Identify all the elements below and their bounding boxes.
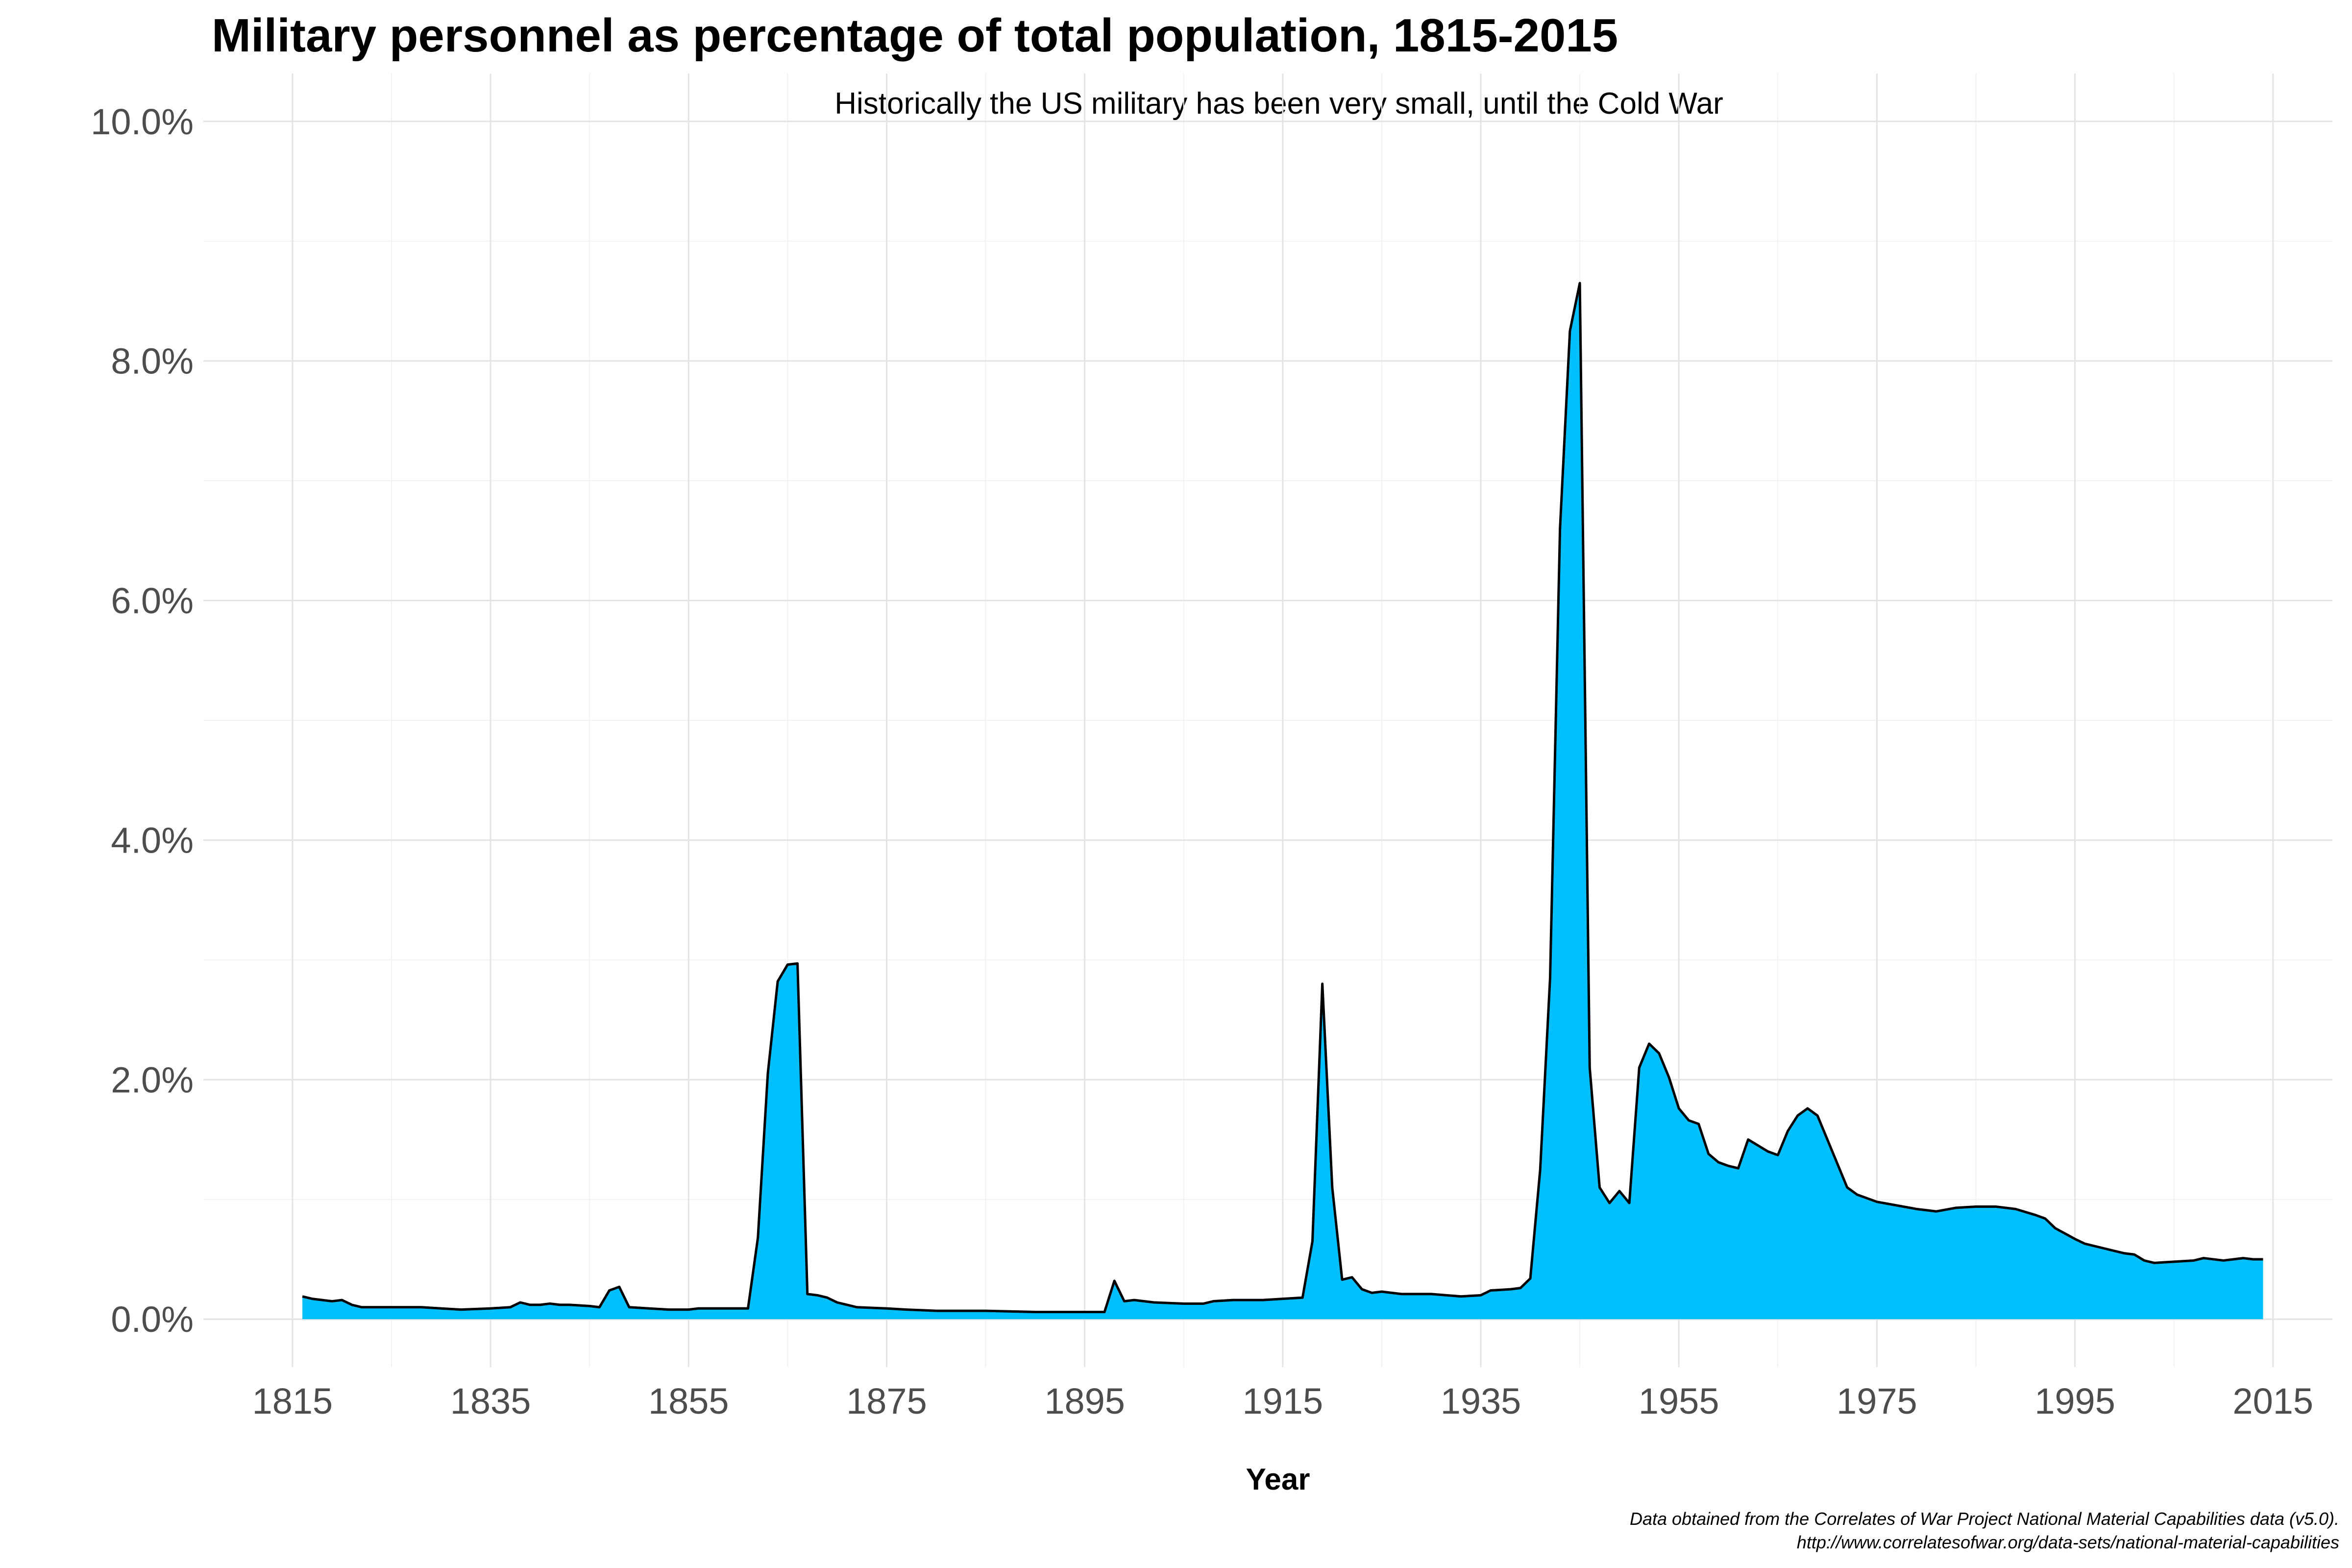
x-tick-label: 1875 <box>846 1381 927 1421</box>
y-tick-label: 2.0% <box>111 1059 194 1100</box>
area-fill <box>302 283 2263 1320</box>
y-tick-label: 6.0% <box>111 581 194 621</box>
chart-subtitle: Historically the US military has been ve… <box>834 87 1723 121</box>
x-tick-label: 1955 <box>1639 1381 1719 1421</box>
minor-gridlines <box>203 74 2332 1367</box>
caption-url: http://www.correlatesofwar.org/data-sets… <box>1797 1532 2339 1552</box>
y-tick-label: 8.0% <box>111 341 194 382</box>
chart-title: Military personnel as percentage of tota… <box>212 9 1618 62</box>
x-tick-label: 1895 <box>1044 1381 1125 1421</box>
x-axis-title: Year <box>1246 1463 1310 1496</box>
x-tick-label: 1815 <box>252 1381 333 1421</box>
y-tick-label: 0.0% <box>111 1299 194 1340</box>
series-line <box>302 282 2263 1314</box>
x-tick-label: 1855 <box>648 1381 729 1421</box>
x-axis: 1815 1835 1855 1875 1895 1915 1935 1955 1975 1995… <box>252 1381 2313 1421</box>
x-tick-label: 1915 <box>1243 1381 1323 1421</box>
x-tick-label: 1935 <box>1441 1381 1521 1421</box>
x-tick-label: 1975 <box>1837 1381 1917 1421</box>
x-tick-label: 1995 <box>2034 1381 2115 1421</box>
y-tick-label: 4.0% <box>111 820 194 860</box>
y-tick-label: 10.0% <box>91 101 194 142</box>
y-axis: 0.0% 2.0% 4.0% 6.0% 8.0% 10.0% <box>91 101 194 1340</box>
x-tick-label: 1835 <box>450 1381 531 1421</box>
caption-source: Data obtained from the Correlates of War… <box>1630 1509 2339 1529</box>
x-tick-label: 2015 <box>2232 1381 2313 1421</box>
area-plot <box>302 282 2263 1320</box>
